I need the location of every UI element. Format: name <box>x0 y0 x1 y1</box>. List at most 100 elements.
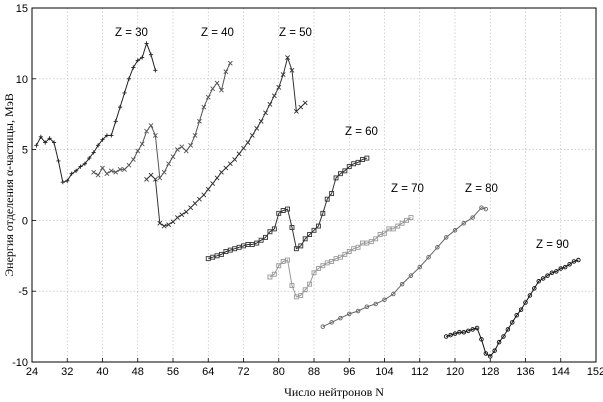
data-point <box>342 251 348 257</box>
data-point <box>56 158 61 164</box>
x-tick-label: 120 <box>446 366 464 378</box>
data-point <box>452 331 458 336</box>
data-point <box>483 351 489 356</box>
data-point <box>523 300 528 305</box>
data-point <box>258 118 264 124</box>
data-point <box>95 143 101 148</box>
data-point <box>452 228 458 233</box>
data-point <box>188 205 194 211</box>
x-tick-label: 48 <box>132 366 144 378</box>
x-tick-label: 128 <box>481 366 499 378</box>
data-point <box>183 148 189 154</box>
data-point <box>267 101 273 107</box>
data-point <box>227 60 233 66</box>
data-point <box>38 134 43 139</box>
x-tick-label: 24 <box>26 366 38 378</box>
data-point <box>73 168 79 173</box>
data-point <box>337 171 343 177</box>
data-point <box>192 200 198 206</box>
data-point <box>95 172 101 178</box>
data-point <box>100 137 105 142</box>
series-label: Z = 60 <box>345 126 378 138</box>
data-point <box>122 90 127 96</box>
plot-frame <box>31 7 597 363</box>
data-point <box>488 354 493 359</box>
data-point <box>549 270 555 276</box>
data-point <box>179 144 185 150</box>
data-point <box>479 205 484 210</box>
data-point <box>461 330 467 335</box>
data-point <box>161 223 167 229</box>
data-point <box>298 243 304 249</box>
data-point <box>298 292 304 298</box>
data-point <box>271 93 277 99</box>
data-point <box>536 279 541 284</box>
data-point <box>254 240 260 246</box>
plot-border <box>31 7 597 363</box>
data-point <box>148 52 154 57</box>
data-point <box>285 257 291 263</box>
data-point <box>315 223 321 229</box>
data-point <box>417 264 423 270</box>
series-z30 <box>34 41 158 185</box>
series-label: Z = 90 <box>536 239 569 251</box>
data-point <box>219 169 224 175</box>
data-point <box>135 58 140 63</box>
data-point <box>223 69 229 75</box>
data-point <box>258 237 264 243</box>
data-point <box>192 133 198 138</box>
data-point <box>571 259 577 264</box>
data-point <box>479 337 484 342</box>
data-point <box>104 171 110 177</box>
data-point <box>197 196 202 202</box>
data-point <box>82 161 87 166</box>
x-tick-label: 152 <box>587 366 603 378</box>
data-point <box>391 291 396 297</box>
data-point <box>293 246 299 252</box>
data-point <box>395 223 401 229</box>
data-point <box>404 217 409 223</box>
data-point <box>443 334 449 339</box>
data-point <box>254 125 260 131</box>
data-point <box>174 215 180 220</box>
data-point <box>34 143 39 148</box>
series-z80 <box>320 205 489 329</box>
data-point <box>470 215 475 220</box>
data-point <box>448 332 453 338</box>
data-point <box>122 167 127 172</box>
y-tick-label: -10 <box>12 357 28 369</box>
data-point <box>576 257 581 263</box>
data-point <box>174 147 180 153</box>
data-point <box>245 140 251 145</box>
data-point <box>43 140 48 145</box>
x-tick-label: 80 <box>273 366 285 378</box>
x-tick-label: 88 <box>308 366 320 378</box>
data-point <box>338 315 343 321</box>
series-label: Z = 30 <box>115 27 148 39</box>
data-point <box>166 161 172 167</box>
data-point <box>443 235 449 240</box>
data-point <box>337 254 343 260</box>
x-tick-label: 96 <box>343 366 355 378</box>
data-point <box>87 155 92 161</box>
data-point <box>514 313 519 318</box>
data-point <box>170 219 176 225</box>
data-point <box>109 133 114 138</box>
data-point <box>527 293 533 298</box>
data-point <box>390 226 396 232</box>
data-point <box>183 209 189 215</box>
data-point <box>408 273 414 278</box>
data-point <box>271 271 277 277</box>
x-tick-label: 64 <box>202 366 214 378</box>
data-point <box>298 104 304 110</box>
x-tick-label: 104 <box>375 366 393 378</box>
data-point <box>130 157 136 162</box>
data-point <box>532 286 537 291</box>
data-point <box>474 325 480 331</box>
series-line <box>446 259 579 357</box>
data-point <box>263 110 268 116</box>
data-point <box>501 334 506 339</box>
data-point <box>210 181 216 187</box>
data-point <box>302 100 308 106</box>
